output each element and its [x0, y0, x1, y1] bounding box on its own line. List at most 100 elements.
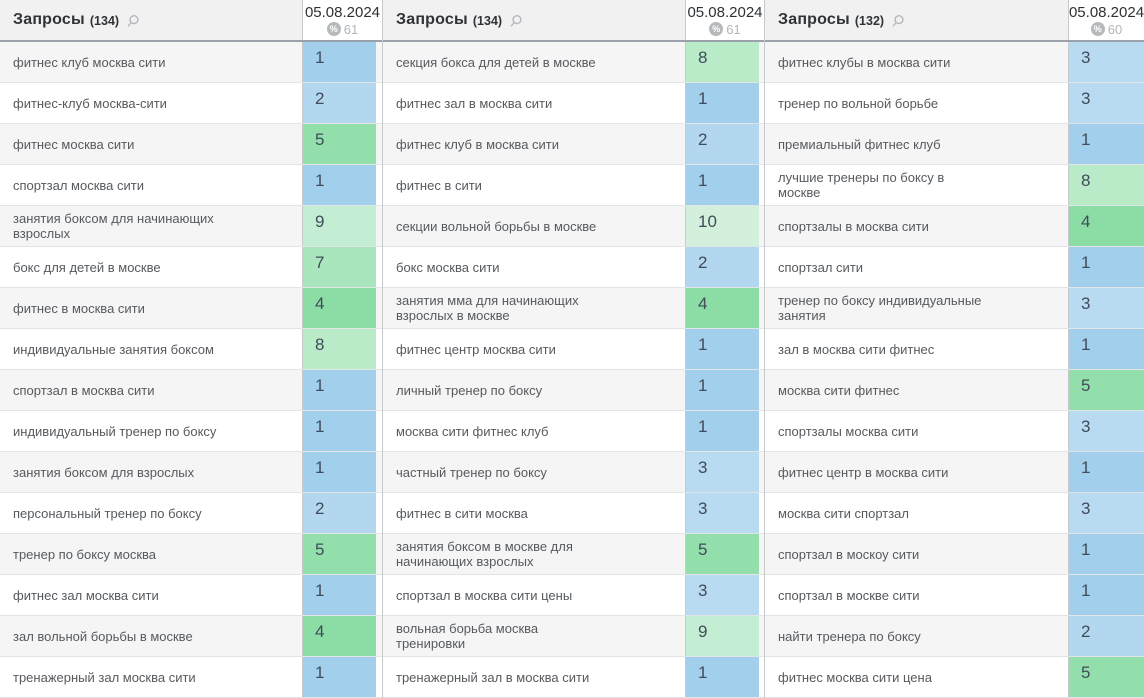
search-icon[interactable] — [509, 14, 524, 29]
position-cell[interactable]: 1 — [1068, 124, 1144, 164]
query-row[interactable]: вольная борьба москва тренировки 9 — [383, 616, 764, 657]
position-cell[interactable]: 3 — [685, 493, 764, 533]
position-cell[interactable]: 7 — [302, 247, 382, 287]
query-row[interactable]: найти тренера по боксу 2 — [765, 616, 1144, 657]
query-row[interactable]: москва сити фитнес клуб 1 — [383, 411, 764, 452]
queries-header-cell[interactable]: Запросы (132) — [765, 0, 1068, 40]
query-row[interactable]: фитнес клуб москва сити 1 — [0, 42, 382, 83]
position-cell[interactable]: 3 — [1068, 42, 1144, 82]
query-row[interactable]: занятия боксом в москве для начинающих в… — [383, 534, 764, 575]
position-cell[interactable]: 5 — [302, 534, 382, 574]
query-row[interactable]: фитнес москва сити 5 — [0, 124, 382, 165]
query-row[interactable]: фитнес центр в москва сити 1 — [765, 452, 1144, 493]
position-cell[interactable]: 2 — [685, 247, 764, 287]
query-row[interactable]: фитнес в москва сити 4 — [0, 288, 382, 329]
position-cell[interactable]: 1 — [685, 83, 764, 123]
position-cell[interactable]: 3 — [1068, 411, 1144, 451]
position-cell[interactable]: 1 — [302, 42, 382, 82]
query-row[interactable]: премиальный фитнес клуб 1 — [765, 124, 1144, 165]
query-row[interactable]: тренер по боксу москва 5 — [0, 534, 382, 575]
position-cell[interactable]: 3 — [1068, 288, 1144, 328]
query-row[interactable]: индивидуальные занятия боксом 8 — [0, 329, 382, 370]
query-row[interactable]: тренер по вольной борьбе 3 — [765, 83, 1144, 124]
query-row[interactable]: личный тренер по боксу 1 — [383, 370, 764, 411]
position-cell[interactable]: 2 — [1068, 616, 1144, 656]
position-cell[interactable]: 9 — [302, 206, 382, 246]
position-cell[interactable]: 8 — [685, 42, 764, 82]
position-cell[interactable]: 1 — [1068, 534, 1144, 574]
date-column-header[interactable]: 05.08.2024 % 61 — [302, 0, 382, 40]
position-cell[interactable]: 5 — [302, 124, 382, 164]
position-cell[interactable]: 1 — [302, 452, 382, 492]
query-row[interactable]: спортзалы москва сити 3 — [765, 411, 1144, 452]
position-cell[interactable]: 2 — [302, 83, 382, 123]
query-row[interactable]: зал вольной борьбы в москве 4 — [0, 616, 382, 657]
query-row[interactable]: фитнес-клуб москва-сити 2 — [0, 83, 382, 124]
query-row[interactable]: тренажерный зал москва сити 1 — [0, 657, 382, 698]
query-row[interactable]: тренажерный зал в москва сити 1 — [383, 657, 764, 698]
query-row[interactable]: лучшие тренеры по боксу в москве 8 — [765, 165, 1144, 206]
query-row[interactable]: секция бокса для детей в москве 8 — [383, 42, 764, 83]
date-column-header[interactable]: 05.08.2024 % 61 — [685, 0, 764, 40]
query-row[interactable]: фитнес центр москва сити 1 — [383, 329, 764, 370]
position-cell[interactable]: 3 — [1068, 493, 1144, 533]
position-cell[interactable]: 8 — [302, 329, 382, 369]
queries-header-cell[interactable]: Запросы (134) — [383, 0, 685, 40]
position-cell[interactable]: 1 — [685, 370, 764, 410]
position-cell[interactable]: 1 — [1068, 452, 1144, 492]
search-icon[interactable] — [126, 14, 141, 29]
position-cell[interactable]: 3 — [685, 452, 764, 492]
query-row[interactable]: спортзал сити 1 — [765, 247, 1144, 288]
position-cell[interactable]: 1 — [302, 657, 382, 697]
query-row[interactable]: бокс для детей в москве 7 — [0, 247, 382, 288]
position-cell[interactable]: 2 — [685, 124, 764, 164]
query-row[interactable]: спортзал в москва сити 1 — [0, 370, 382, 411]
query-row[interactable]: секции вольной борьбы в москве 10 — [383, 206, 764, 247]
position-cell[interactable]: 1 — [302, 370, 382, 410]
query-row[interactable]: индивидуальный тренер по боксу 1 — [0, 411, 382, 452]
position-cell[interactable]: 1 — [302, 411, 382, 451]
queries-header-cell[interactable]: Запросы (134) — [0, 0, 302, 40]
position-cell[interactable]: 3 — [1068, 83, 1144, 123]
position-cell[interactable]: 9 — [685, 616, 764, 656]
query-row[interactable]: занятия боксом для взрослых 1 — [0, 452, 382, 493]
query-row[interactable]: персональный тренер по боксу 2 — [0, 493, 382, 534]
query-row[interactable]: фитнес клубы в москва сити 3 — [765, 42, 1144, 83]
position-cell[interactable]: 10 — [685, 206, 764, 246]
query-row[interactable]: зал в москва сити фитнес 1 — [765, 329, 1144, 370]
position-cell[interactable]: 5 — [1068, 657, 1144, 697]
position-cell[interactable]: 1 — [1068, 329, 1144, 369]
date-column-header[interactable]: 05.08.2024 % 60 — [1068, 0, 1144, 40]
search-icon[interactable] — [891, 14, 906, 29]
position-cell[interactable]: 4 — [302, 616, 382, 656]
position-cell[interactable]: 1 — [685, 329, 764, 369]
query-row[interactable]: фитнес зал москва сити 1 — [0, 575, 382, 616]
query-row[interactable]: бокс москва сити 2 — [383, 247, 764, 288]
query-row[interactable]: фитнес зал в москва сити 1 — [383, 83, 764, 124]
query-row[interactable]: частный тренер по боксу 3 — [383, 452, 764, 493]
query-row[interactable]: москва сити фитнес 5 — [765, 370, 1144, 411]
query-row[interactable]: спортзал в москве сити 1 — [765, 575, 1144, 616]
position-cell[interactable]: 1 — [302, 165, 382, 205]
position-cell[interactable]: 4 — [1068, 206, 1144, 246]
query-row[interactable]: москва сити спортзал 3 — [765, 493, 1144, 534]
position-cell[interactable]: 1 — [302, 575, 382, 615]
position-cell[interactable]: 5 — [685, 534, 764, 574]
position-cell[interactable]: 3 — [685, 575, 764, 615]
query-row[interactable]: спортзал в москва сити цены 3 — [383, 575, 764, 616]
position-cell[interactable]: 4 — [302, 288, 382, 328]
position-cell[interactable]: 1 — [1068, 575, 1144, 615]
position-cell[interactable]: 8 — [1068, 165, 1144, 205]
position-cell[interactable]: 1 — [1068, 247, 1144, 287]
query-row[interactable]: занятия мма для начинающих взрослых в мо… — [383, 288, 764, 329]
position-cell[interactable]: 1 — [685, 657, 764, 697]
query-row[interactable]: фитнес клуб в москва сити 2 — [383, 124, 764, 165]
position-cell[interactable]: 5 — [1068, 370, 1144, 410]
query-row[interactable]: занятия боксом для начинающих взрослых 9 — [0, 206, 382, 247]
query-row[interactable]: тренер по боксу индивидуальные занятия 3 — [765, 288, 1144, 329]
position-cell[interactable]: 1 — [685, 411, 764, 451]
position-cell[interactable]: 4 — [685, 288, 764, 328]
query-row[interactable]: фитнес москва сити цена 5 — [765, 657, 1144, 698]
query-row[interactable]: спортзалы в москва сити 4 — [765, 206, 1144, 247]
position-cell[interactable]: 1 — [685, 165, 764, 205]
